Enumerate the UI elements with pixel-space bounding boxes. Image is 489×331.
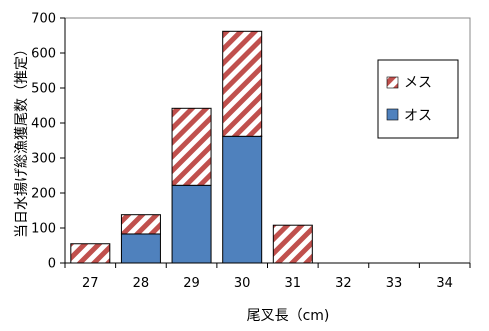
legend-label-male: オス [404, 108, 432, 124]
y-tick-label: 400 [31, 117, 56, 132]
y-tick-label: 100 [31, 222, 56, 237]
y-axis-label: 当日水揚げ総漁獲尾数（推定） [13, 42, 30, 238]
x-tick-label: 34 [436, 276, 453, 291]
bar-female-28 [120, 214, 161, 235]
x-axis: 27 28 29 30 31 32 33 34 [64, 262, 471, 291]
x-tick-label: 31 [285, 276, 302, 291]
bar-female-30 [222, 30, 263, 137]
x-tick-label: 28 [133, 276, 150, 291]
bar-male-29 [171, 184, 212, 264]
y-tick-label: 200 [31, 187, 56, 202]
x-axis-label: 尾叉長（cm) [247, 308, 330, 324]
bar-female-31 [272, 224, 313, 264]
y-tick-label: 300 [31, 152, 56, 167]
legend-swatch-female [386, 76, 399, 89]
legend-label-female: メス [404, 75, 432, 91]
x-tick-label: 29 [183, 276, 200, 291]
y-tick-label: 500 [31, 82, 56, 97]
bar-female-29 [171, 107, 212, 186]
bar-male-28 [120, 233, 161, 264]
y-axis: 0 100 200 300 400 500 600 700 [31, 12, 66, 272]
legend-swatch-male [386, 108, 399, 121]
legend: メス オス [377, 59, 459, 139]
y-tick-label: 0 [48, 257, 56, 272]
x-tick-label: 27 [82, 276, 99, 291]
bar-female-27 [70, 243, 111, 264]
bar-male-30 [222, 135, 263, 264]
x-tick-label: 30 [234, 276, 251, 291]
bars [70, 30, 313, 264]
x-tick-label: 32 [335, 276, 352, 291]
y-tick-label: 700 [31, 12, 56, 27]
y-tick-label: 600 [31, 47, 56, 62]
x-tick-label: 33 [386, 276, 403, 291]
